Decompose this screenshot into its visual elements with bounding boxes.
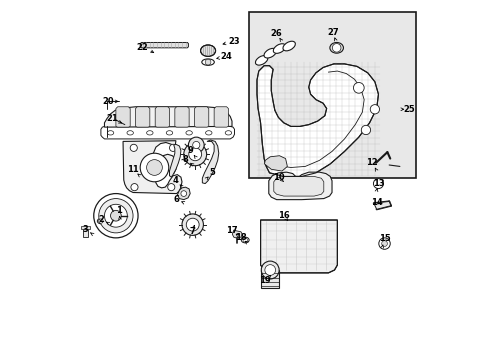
Circle shape (188, 137, 203, 153)
Circle shape (378, 238, 389, 249)
Ellipse shape (329, 42, 343, 53)
Circle shape (99, 219, 103, 223)
Bar (81, 226, 90, 229)
Text: 6: 6 (173, 195, 179, 204)
Ellipse shape (97, 219, 104, 224)
Circle shape (169, 144, 176, 152)
Ellipse shape (205, 131, 212, 135)
Text: 18: 18 (235, 233, 246, 242)
Text: 16: 16 (277, 211, 289, 220)
Polygon shape (260, 220, 337, 273)
Circle shape (181, 191, 186, 197)
Polygon shape (194, 107, 208, 127)
Ellipse shape (264, 48, 276, 58)
Text: 27: 27 (326, 28, 338, 37)
Text: 4: 4 (173, 176, 179, 185)
Text: 9: 9 (187, 146, 193, 155)
Circle shape (361, 125, 370, 135)
Ellipse shape (185, 131, 192, 135)
Text: 15: 15 (378, 234, 389, 243)
Circle shape (167, 184, 175, 191)
Circle shape (332, 44, 340, 52)
Polygon shape (169, 144, 181, 177)
Text: 23: 23 (227, 37, 239, 46)
Ellipse shape (273, 44, 285, 53)
Ellipse shape (166, 131, 172, 135)
Ellipse shape (225, 131, 231, 135)
Circle shape (99, 199, 133, 233)
Circle shape (369, 105, 379, 114)
Polygon shape (101, 126, 234, 139)
Polygon shape (373, 202, 390, 209)
Circle shape (130, 144, 137, 152)
Circle shape (188, 148, 201, 161)
Text: 20: 20 (102, 97, 114, 106)
Ellipse shape (283, 41, 295, 51)
Circle shape (140, 153, 168, 182)
Circle shape (261, 261, 279, 279)
Polygon shape (232, 230, 242, 238)
Polygon shape (268, 172, 331, 200)
Polygon shape (155, 107, 169, 127)
Text: 26: 26 (270, 29, 282, 38)
Circle shape (205, 59, 210, 65)
Text: 3: 3 (82, 225, 88, 234)
Ellipse shape (241, 237, 248, 243)
Text: 24: 24 (220, 52, 232, 61)
Polygon shape (116, 107, 130, 127)
Circle shape (182, 214, 203, 235)
Text: 14: 14 (370, 198, 382, 207)
Text: 7: 7 (189, 227, 195, 236)
Circle shape (110, 210, 121, 221)
Circle shape (94, 194, 138, 238)
Circle shape (264, 265, 275, 275)
Polygon shape (177, 187, 190, 200)
Text: 19: 19 (259, 276, 270, 285)
Text: 12: 12 (366, 158, 378, 167)
Text: 8: 8 (183, 155, 188, 164)
Polygon shape (140, 42, 188, 48)
Circle shape (381, 241, 386, 247)
Bar (261, 270, 279, 288)
Polygon shape (175, 107, 189, 127)
Text: 17: 17 (226, 226, 237, 235)
Text: 13: 13 (372, 179, 384, 188)
Polygon shape (264, 156, 287, 171)
Text: 11: 11 (127, 166, 139, 175)
Circle shape (186, 218, 199, 231)
Text: 1: 1 (116, 206, 122, 215)
Polygon shape (273, 176, 323, 196)
Polygon shape (135, 107, 149, 127)
Circle shape (243, 238, 247, 242)
Ellipse shape (202, 59, 214, 65)
Polygon shape (257, 64, 378, 176)
Text: 2: 2 (99, 215, 104, 224)
Polygon shape (214, 107, 228, 127)
Circle shape (104, 204, 127, 227)
Bar (82, 229, 88, 237)
Polygon shape (104, 107, 231, 127)
Polygon shape (202, 140, 218, 184)
Text: 22: 22 (137, 42, 148, 51)
Ellipse shape (107, 131, 114, 135)
Text: 5: 5 (209, 168, 215, 177)
Text: 21: 21 (106, 114, 118, 123)
Circle shape (373, 179, 383, 189)
Circle shape (146, 159, 162, 175)
Circle shape (353, 82, 364, 93)
Ellipse shape (255, 55, 267, 65)
Circle shape (183, 143, 206, 166)
Ellipse shape (200, 45, 215, 57)
Polygon shape (123, 141, 182, 194)
Circle shape (192, 141, 200, 149)
Bar (248, 12, 415, 178)
Text: 10: 10 (272, 173, 284, 182)
Circle shape (131, 184, 138, 191)
Ellipse shape (127, 131, 133, 135)
Text: 25: 25 (402, 105, 414, 114)
Ellipse shape (146, 131, 153, 135)
